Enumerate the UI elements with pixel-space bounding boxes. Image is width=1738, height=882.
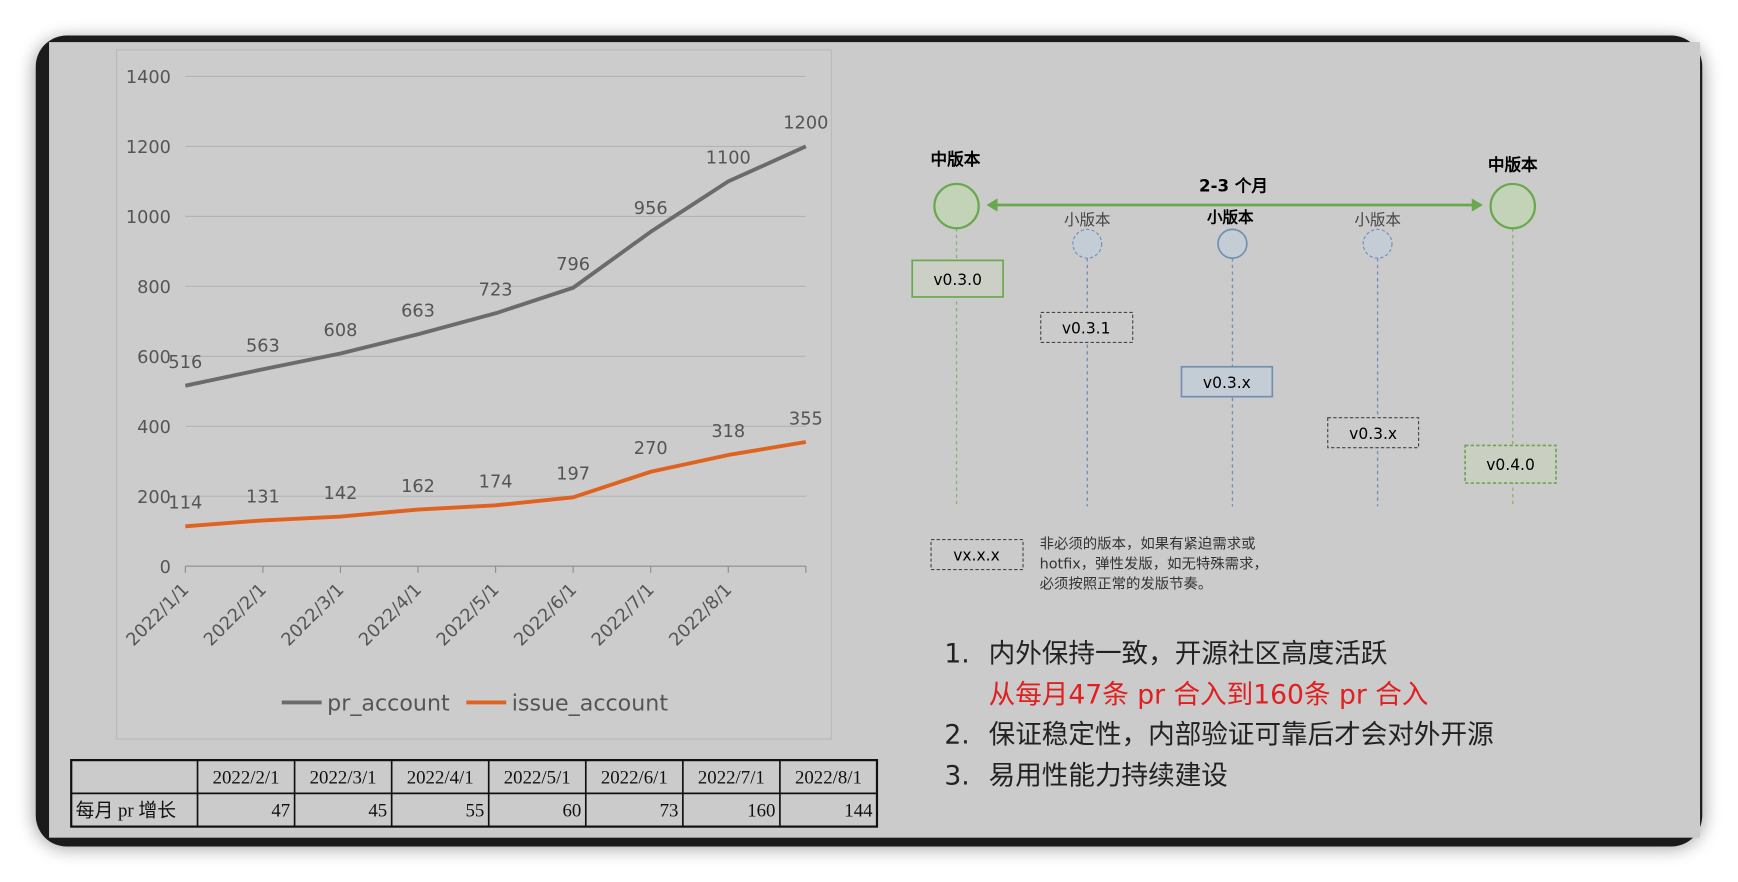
- table-cell: 55: [465, 801, 484, 822]
- arrow-label: 2-3 个月: [1199, 177, 1268, 196]
- table-header: 2022/8/1: [795, 767, 862, 788]
- bullet-num: 3.: [944, 760, 969, 791]
- y-tick-label: 800: [137, 278, 171, 298]
- data-label: 131: [246, 488, 280, 508]
- bullets: 1. 内外保持一致，开源社区高度活跃 从每月47条 pr 合入到160条 pr …: [944, 639, 1493, 792]
- legend-box: [930, 539, 1024, 571]
- diagram: 中版本 中版本 2-3 个月 小版本 小版本 小版本 v0.3.0 v0.3.1…: [911, 149, 1557, 592]
- data-label: 162: [401, 477, 435, 497]
- minor-node: [1362, 228, 1393, 259]
- version-box: [1464, 444, 1557, 484]
- version-box: [1327, 417, 1420, 449]
- y-tick-label: 1400: [126, 68, 171, 88]
- legend-box-label: vx.x.x: [953, 547, 1000, 565]
- minor-node: [1217, 228, 1248, 260]
- version-box: [911, 259, 1004, 298]
- table-row-label: 每月 pr 增长: [76, 800, 177, 822]
- table-cell: 160: [747, 801, 775, 822]
- data-label: 318: [711, 422, 745, 442]
- minor-node: [1072, 228, 1103, 259]
- legend-label: issue_account: [512, 690, 669, 716]
- table-header: 2022/6/1: [601, 767, 668, 788]
- table-cell: 45: [368, 801, 387, 822]
- series-line: [184, 144, 807, 388]
- y-tick-label: 200: [137, 488, 171, 508]
- data-label: 723: [479, 281, 513, 301]
- data-label: 174: [479, 473, 513, 493]
- data-label: 563: [246, 337, 280, 357]
- table-header: 2022/7/1: [698, 767, 765, 788]
- version-label: v0.3.1: [1062, 320, 1111, 338]
- legend-text: 必须按照正常的发版节奏。: [1040, 575, 1213, 592]
- data-label: 270: [634, 439, 668, 459]
- y-tick-label: 1000: [126, 208, 171, 228]
- data-label: 663: [401, 302, 435, 322]
- version-label: v0.3.x: [1349, 425, 1397, 443]
- table-cell: 60: [563, 801, 582, 822]
- bullet-text: 保证稳定性，内部验证可靠后才会对外开源: [989, 719, 1494, 750]
- legend-text: 非必须的版本，如果有紧迫需求或: [1040, 535, 1256, 552]
- bullet-highlight: 从每月47条 pr 合入到160条 pr 合入: [989, 680, 1429, 711]
- bullet-text: 内外保持一致，开源社区高度活跃: [989, 639, 1388, 670]
- y-tick-label: 0: [160, 558, 171, 578]
- y-tick-label: 1200: [126, 138, 171, 158]
- table-cell: 73: [660, 801, 679, 822]
- node-label: 小版本: [1207, 208, 1254, 227]
- version-label: v0.3.0: [933, 271, 982, 289]
- data-label: 142: [324, 484, 358, 504]
- data-label: 516: [168, 353, 202, 373]
- bullet-num: 1.: [944, 639, 969, 670]
- table-header: 2022/4/1: [407, 767, 474, 788]
- bullet-num: 2.: [944, 719, 969, 750]
- table-header: 2022/2/1: [213, 767, 280, 788]
- node-label: 小版本: [1354, 211, 1401, 229]
- data-label: 608: [324, 321, 358, 341]
- data-label: 796: [556, 255, 590, 275]
- major-node: [1489, 182, 1537, 230]
- node-label: 小版本: [1064, 211, 1111, 229]
- y-tick-label: 400: [137, 418, 171, 438]
- legend-text: hotfix，弹性发版，如无特殊需求，: [1040, 555, 1268, 572]
- node-label: 中版本: [1488, 155, 1538, 175]
- table: 2022/2/1 47 2022/3/1 45 2022/4/1 55 2022/5/1 60…: [70, 759, 879, 828]
- version-label: v0.4.0: [1486, 456, 1535, 474]
- chart-area: [116, 49, 832, 740]
- major-node: [933, 182, 980, 230]
- data-label: 114: [168, 494, 202, 514]
- legend-label: pr_account: [327, 690, 450, 716]
- version-box: [1180, 365, 1274, 398]
- table-header: 2022/3/1: [310, 767, 377, 788]
- data-label: 1100: [706, 149, 751, 169]
- bullet-text: 易用性能力持续建设: [989, 760, 1228, 791]
- data-label: 1200: [783, 114, 828, 134]
- data-label: 355: [789, 409, 823, 429]
- series-line: [185, 440, 807, 529]
- table-cell: 47: [271, 801, 290, 822]
- data-label: 956: [634, 199, 668, 219]
- version-box: [1040, 311, 1134, 343]
- table-cell: 144: [844, 801, 873, 822]
- data-label: 197: [556, 465, 590, 485]
- node-label: 中版本: [931, 149, 981, 169]
- y-tick-label: 600: [137, 348, 171, 368]
- version-label: v0.3.x: [1203, 374, 1251, 392]
- table-header: 2022/5/1: [504, 767, 571, 788]
